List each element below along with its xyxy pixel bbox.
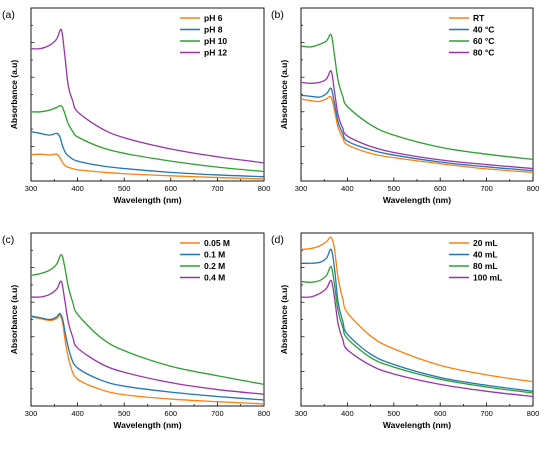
legend-label: pH 10 xyxy=(204,36,227,46)
x-tick-label: 400 xyxy=(341,409,354,418)
x-axis-title: Wavelength (nm) xyxy=(113,195,181,205)
x-tick-label: 300 xyxy=(295,184,308,193)
series-line-0 xyxy=(300,236,534,383)
plot-frame xyxy=(30,7,265,182)
legend-label: 20 mL xyxy=(473,238,498,248)
y-axis-title: Absorbance (a.u) xyxy=(279,285,289,355)
x-axis-title: Wavelength (nm) xyxy=(113,420,181,430)
series-line-3 xyxy=(300,70,534,170)
legend-label: 80 mL xyxy=(473,261,498,271)
x-tick-label: 400 xyxy=(71,409,84,418)
series-line-0 xyxy=(300,95,534,173)
panel-label: (a) xyxy=(2,9,15,21)
panel-label: (d) xyxy=(271,234,284,246)
series-line-2 xyxy=(300,33,534,161)
x-tick-label: 300 xyxy=(295,409,308,418)
legend-label: 0.4 M xyxy=(204,273,225,283)
series-line-3 xyxy=(30,280,265,395)
x-tick-label: 600 xyxy=(434,184,447,193)
legend-label: 0.2 M xyxy=(204,261,225,271)
x-tick-label: 700 xyxy=(211,409,224,418)
legend-label: 100 mL xyxy=(473,273,502,283)
panel-label: (c) xyxy=(2,234,14,246)
x-tick-label: 600 xyxy=(165,409,178,418)
legend-label: pH 8 xyxy=(204,25,223,35)
y-axis-title: Absorbance (a.u) xyxy=(279,60,289,130)
x-tick-label: 300 xyxy=(25,184,38,193)
y-axis-title: Absorbance (a.u) xyxy=(9,285,19,355)
series-line-2 xyxy=(300,265,534,394)
x-tick-label: 700 xyxy=(211,184,224,193)
x-tick-label: 800 xyxy=(258,409,271,418)
series-line-2 xyxy=(30,104,265,173)
legend-label: 0.1 M xyxy=(204,250,225,260)
x-tick-label: 600 xyxy=(434,409,447,418)
x-tick-label: 800 xyxy=(258,184,271,193)
x-tick-label: 800 xyxy=(527,409,540,418)
x-axis-title: Wavelength (nm) xyxy=(383,420,451,430)
series-line-1 xyxy=(30,312,265,401)
legend-label: 60 °C xyxy=(473,36,494,46)
legend-label: 0.05 M xyxy=(204,238,230,248)
panel-c: (c) 300 400 500 600 700 800 Wavelength (nm) Abso… xyxy=(2,232,271,430)
legend-label: pH 6 xyxy=(204,13,223,23)
x-tick-label: 400 xyxy=(71,184,84,193)
x-tick-label: 600 xyxy=(165,184,178,193)
panel-a: (a) 300 400 500 600 700 800 Wavelength (nm) Abso… xyxy=(2,7,271,205)
x-tick-label: 700 xyxy=(480,409,493,418)
panel-label: (b) xyxy=(271,9,284,21)
series-line-0 xyxy=(30,314,265,405)
series-line-1 xyxy=(30,131,265,178)
series-line-3 xyxy=(30,28,265,164)
plot-frame xyxy=(30,232,265,407)
series-line-1 xyxy=(300,87,534,172)
x-tick-label: 800 xyxy=(527,184,540,193)
x-axis-title: Wavelength (nm) xyxy=(383,195,451,205)
series-line-1 xyxy=(300,248,534,392)
panel-d: (d) 300 400 500 600 700 800 Wavelength (nm) Abso… xyxy=(271,232,540,430)
legend-label: RT xyxy=(473,13,485,23)
x-tick-label: 500 xyxy=(118,409,131,418)
x-tick-label: 400 xyxy=(341,184,354,193)
legend-label: pH 12 xyxy=(204,48,227,58)
legend-label: 40 mL xyxy=(473,250,498,260)
y-axis-title: Absorbance (a.u) xyxy=(9,60,19,130)
x-tick-label: 700 xyxy=(480,184,493,193)
series-line-2 xyxy=(30,253,265,386)
legend-label: 40 °C xyxy=(473,25,494,35)
series-line-3 xyxy=(300,279,534,398)
x-tick-label: 500 xyxy=(388,184,401,193)
panel-b: (b) 300 400 500 600 700 800 Wavelength (nm) Abso… xyxy=(271,7,540,205)
x-tick-label: 500 xyxy=(118,184,131,193)
x-tick-label: 300 xyxy=(25,409,38,418)
series-line-0 xyxy=(30,153,265,180)
x-tick-label: 500 xyxy=(388,409,401,418)
legend-label: 80 °C xyxy=(473,48,494,58)
